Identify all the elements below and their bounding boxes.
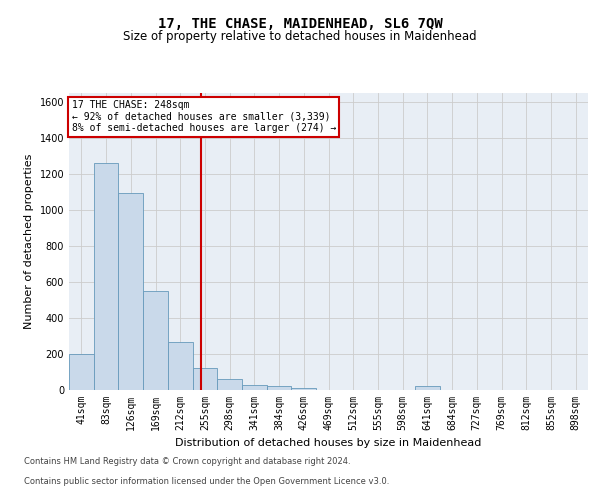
Bar: [168, 342, 193, 390]
Bar: [118, 194, 143, 390]
Bar: [217, 379, 242, 390]
Text: 17 THE CHASE: 248sqm
← 92% of detached houses are smaller (3,339)
8% of semi-det: 17 THE CHASE: 248sqm ← 92% of detached h…: [71, 100, 336, 133]
Text: Contains public sector information licensed under the Open Government Licence v3: Contains public sector information licen…: [24, 478, 389, 486]
Bar: [69, 354, 94, 390]
Bar: [94, 163, 118, 390]
Bar: [292, 388, 316, 390]
Text: 17, THE CHASE, MAIDENHEAD, SL6 7QW: 17, THE CHASE, MAIDENHEAD, SL6 7QW: [158, 18, 442, 32]
Bar: [267, 386, 292, 390]
Bar: [415, 386, 440, 390]
X-axis label: Distribution of detached houses by size in Maidenhead: Distribution of detached houses by size …: [175, 438, 482, 448]
Text: Size of property relative to detached houses in Maidenhead: Size of property relative to detached ho…: [123, 30, 477, 43]
Bar: [242, 384, 267, 390]
Bar: [143, 291, 168, 390]
Text: Contains HM Land Registry data © Crown copyright and database right 2024.: Contains HM Land Registry data © Crown c…: [24, 458, 350, 466]
Y-axis label: Number of detached properties: Number of detached properties: [24, 154, 34, 329]
Bar: [193, 368, 217, 390]
